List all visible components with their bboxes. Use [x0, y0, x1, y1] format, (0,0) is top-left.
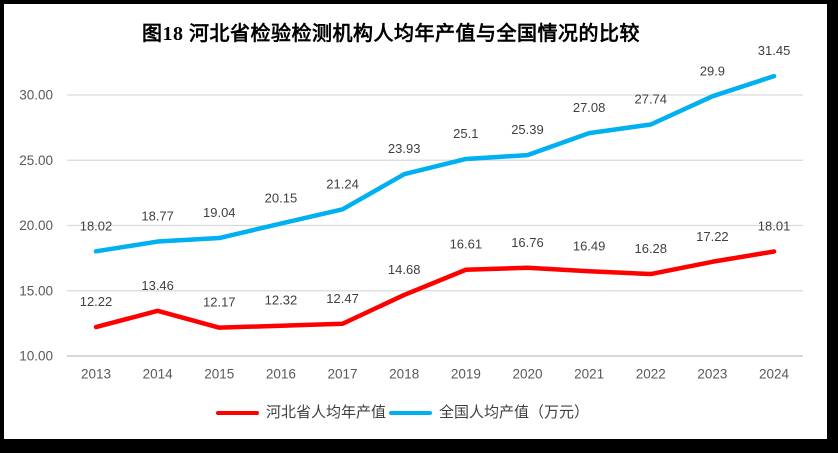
- x-axis-tick-label: 2024: [759, 367, 790, 382]
- data-label-series-0: 14.68: [388, 262, 421, 277]
- x-axis-tick-label: 2014: [143, 367, 174, 382]
- data-label-series-1: 18.02: [80, 218, 113, 233]
- x-axis-tick-label: 2017: [328, 367, 358, 382]
- data-label-series-0: 12.17: [203, 295, 236, 310]
- data-label-series-1: 25.1: [453, 126, 478, 141]
- x-axis-tick-label: 2021: [574, 367, 604, 382]
- chart-title: 图18 河北省检验检测机构人均年产值与全国情况的比较: [142, 23, 640, 45]
- data-label-series-0: 12.32: [265, 293, 298, 308]
- y-axis-tick-label: 10.00: [19, 349, 53, 364]
- legend: 河北省人均年产值 全国人均产值（万元）: [216, 403, 589, 423]
- data-label-series-0: 16.49: [573, 238, 606, 253]
- data-label-series-1: 20.15: [265, 191, 298, 206]
- data-label-series-0: 12.47: [326, 291, 359, 306]
- data-label-series-1: 27.74: [634, 91, 667, 106]
- data-label-series-1: 27.08: [573, 100, 606, 115]
- y-axis-tick-label: 30.00: [19, 88, 53, 103]
- data-label-series-0: 12.22: [80, 294, 113, 309]
- data-label-series-1: 31.45: [758, 43, 791, 58]
- x-axis-tick-label: 2013: [81, 367, 111, 382]
- chart-panel: 30.00 25.00 20.00 15.00 10.00 2013 2014 2015 201…: [4, 4, 827, 439]
- legend-label-hebei: 河北省人均年产值: [266, 404, 387, 421]
- series-line-1: [93, 73, 777, 254]
- x-axis-tick-label: 2016: [266, 367, 296, 382]
- data-label-series-0: 16.61: [450, 237, 483, 252]
- x-axis-tick-label: 2015: [204, 367, 234, 382]
- x-axis-tick-label: 2023: [697, 367, 727, 382]
- legend-label-national: 全国人均产值（万元）: [439, 404, 590, 421]
- data-label-series-1: 23.93: [388, 141, 421, 156]
- x-axis-tick-label: 2022: [636, 367, 666, 382]
- data-label-series-0: 18.01: [758, 218, 791, 233]
- data-label-series-1: 25.39: [511, 122, 544, 137]
- data-label-series-1: 19.04: [203, 205, 236, 220]
- data-label-series-0: 16.28: [634, 241, 667, 256]
- series-line-0: [93, 249, 777, 330]
- legend-swatch-national: [389, 411, 433, 415]
- line-chart: 30.00 25.00 20.00 15.00 10.00 2013 2014 2015 201…: [19, 43, 803, 382]
- data-label-series-1: 18.77: [141, 209, 174, 224]
- y-axis-tick-label: 15.00: [19, 283, 53, 298]
- data-label-series-0: 16.76: [511, 235, 544, 250]
- x-axis-tick-label: 2020: [512, 367, 542, 382]
- y-axis-tick-label: 20.00: [19, 218, 53, 233]
- legend-swatch-hebei: [216, 411, 259, 415]
- data-label-series-0: 17.22: [696, 229, 729, 244]
- x-axis-tick-label: 2019: [451, 367, 481, 382]
- data-label-series-1: 29.9: [700, 63, 725, 78]
- x-axis-tick-label: 2018: [389, 367, 419, 382]
- y-axis-tick-label: 25.00: [19, 153, 53, 168]
- data-label-series-0: 13.46: [141, 278, 174, 293]
- data-label-series-1: 21.24: [326, 176, 359, 191]
